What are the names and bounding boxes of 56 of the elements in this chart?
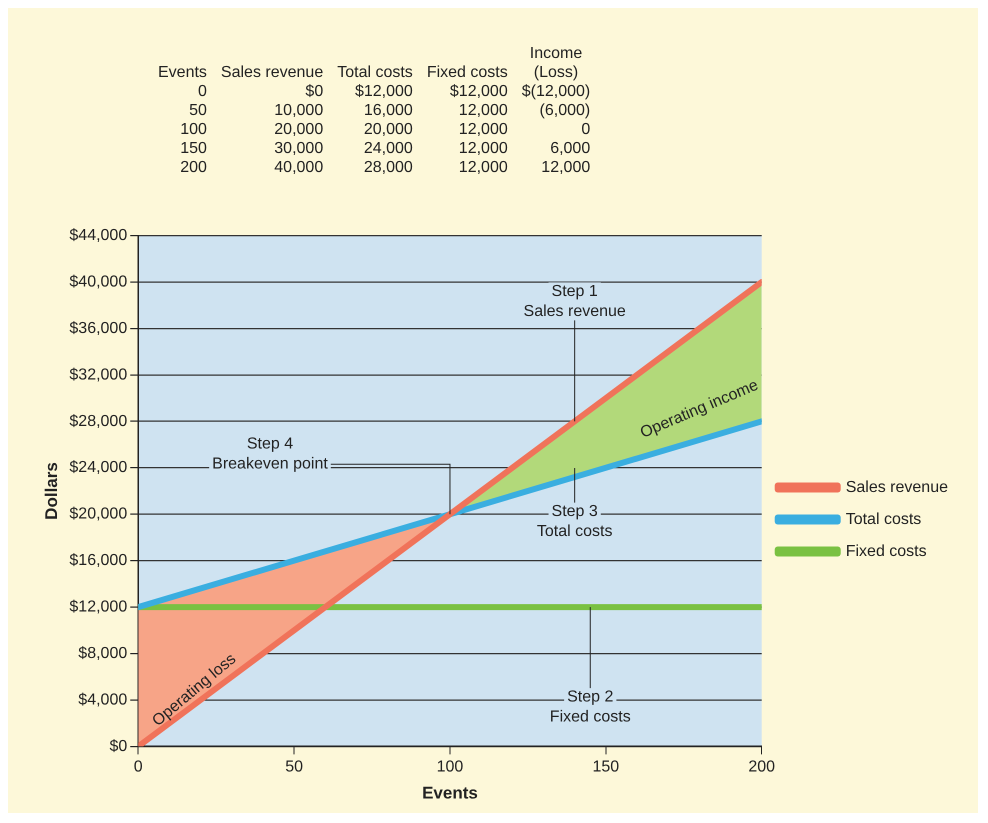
y-tick-label: $32,000 — [69, 366, 128, 384]
text: 12,000 — [458, 158, 508, 177]
text: Total costs — [337, 63, 413, 82]
text: $0 — [304, 82, 324, 101]
text: 12,000 — [540, 158, 590, 177]
annotation: Step 1 Sales revenue — [524, 282, 626, 320]
x-tick-label: 100 — [436, 758, 464, 776]
annotation: Step 4 Breakeven point — [212, 436, 328, 473]
y-tick-label: $8,000 — [78, 644, 128, 662]
y-tick-label: $4,000 — [78, 691, 128, 708]
text: 20,000 — [362, 120, 413, 139]
text: $12,000 — [354, 82, 413, 101]
text: $12,000 — [448, 82, 508, 101]
x-tick-label: 150 — [592, 758, 620, 776]
text: 100 — [179, 120, 207, 139]
x-tick-label: 200 — [748, 758, 776, 776]
text: 0 — [197, 82, 207, 101]
text: 12,000 — [458, 120, 508, 139]
text: 28,000 — [362, 158, 413, 177]
text: Income (Loss) — [528, 44, 584, 82]
annotation: Step 3 Total costs — [536, 503, 612, 540]
legend-label: Sales revenue — [846, 478, 948, 496]
text: 24,000 — [362, 139, 413, 158]
y-tick-label: $40,000 — [69, 273, 128, 290]
text: 6,000 — [549, 139, 590, 158]
y-tick-label: $20,000 — [69, 506, 128, 523]
y-tick-label: $12,000 — [69, 598, 128, 616]
y-tick-label: $24,000 — [69, 459, 128, 476]
text: 40,000 — [273, 158, 324, 177]
text: Events — [158, 63, 207, 82]
y-axis-title: Dollars — [42, 462, 61, 520]
text: 10,000 — [273, 101, 324, 120]
y-tick-label: $28,000 — [69, 412, 128, 430]
text: 150 — [179, 139, 207, 158]
y-tick-label: $36,000 — [69, 320, 128, 337]
y-tick-label: $0 — [109, 738, 128, 755]
text: 50 — [188, 101, 207, 120]
x-tick-label: 50 — [285, 758, 304, 776]
text: Fixed costs — [426, 63, 508, 82]
text: Sales revenue — [220, 63, 324, 82]
y-tick-label: $44,000 — [69, 227, 128, 244]
x-tick-label: 0 — [134, 758, 143, 776]
text: 16,000 — [362, 101, 413, 120]
annotation: Step 2 Fixed costs — [550, 688, 631, 726]
text: 12,000 — [458, 139, 508, 158]
x-axis-title: Events — [422, 783, 478, 802]
text: 200 — [179, 158, 207, 177]
y-tick-label: $16,000 — [69, 552, 128, 570]
text: (6,000) — [538, 101, 590, 120]
text: 0 — [580, 120, 590, 139]
text: 12,000 — [458, 101, 508, 120]
text: 30,000 — [273, 139, 324, 158]
legend-label: Total costs — [846, 510, 922, 528]
text: 20,000 — [273, 120, 324, 139]
legend-label: Fixed costs — [846, 542, 927, 560]
text: $(12,000) — [522, 82, 590, 101]
